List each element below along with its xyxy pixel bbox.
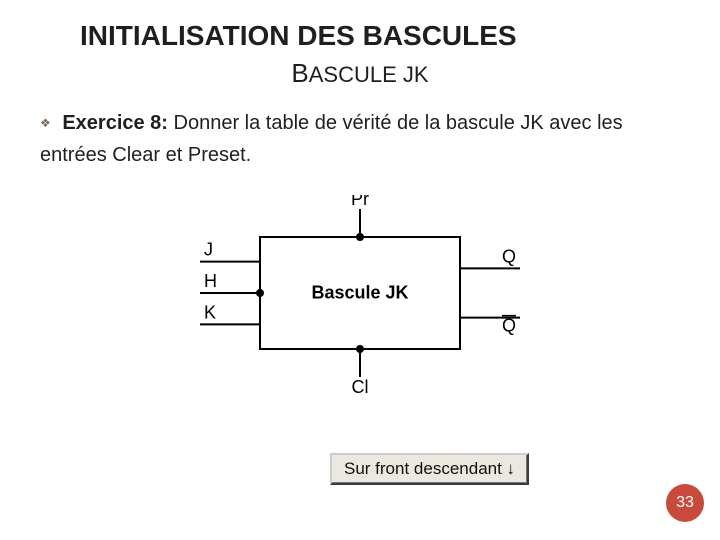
label-pr: Pr [351, 195, 369, 209]
clear-dot [356, 345, 364, 353]
jk-flipflop-diagram: J H K Q Q Pr Cl Bascule JK [40, 195, 680, 435]
page-number-badge: 33 [666, 484, 704, 522]
label-box: Bascule JK [311, 283, 408, 303]
subtitle-first: B [291, 58, 308, 88]
slide-title: INITIALISATION DES BASCULES [80, 20, 680, 52]
diagram-svg: J H K Q Q Pr Cl Bascule JK [110, 195, 610, 435]
caption-box: Sur front descendant ↓ [330, 453, 529, 485]
label-qbar: Q [502, 316, 516, 336]
slide: INITIALISATION DES BASCULES BASCULE JK ❖… [0, 0, 720, 540]
label-j: J [204, 240, 213, 260]
label-h: H [204, 271, 217, 291]
label-q: Q [502, 246, 516, 266]
clock-dot [256, 289, 264, 297]
label-cl: Cl [352, 377, 369, 397]
label-k: K [204, 302, 216, 322]
exercise-label: Exercice 8: [62, 112, 168, 134]
slide-subtitle: BASCULE JK [40, 58, 680, 89]
preset-dot [356, 233, 364, 241]
exercise-text: ❖ Exercice 8: Donner la table de vérité … [40, 107, 680, 171]
bullet-icon: ❖ [40, 114, 51, 133]
subtitle-rest: ASCULE JK [309, 62, 429, 87]
